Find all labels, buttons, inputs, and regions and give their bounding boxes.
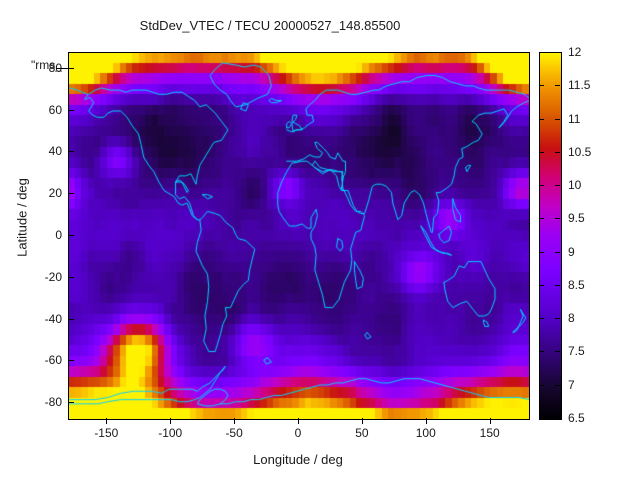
x-axis-tick-label: 50 (355, 426, 369, 440)
plot-key-rule (56, 68, 68, 69)
y-axis-tick-label: -20 (44, 269, 62, 284)
y-axis-tick-label: -80 (44, 395, 62, 410)
y-axis-tick-label: 20 (48, 186, 62, 201)
colorbar-tick-label: 6.5 (568, 411, 585, 425)
page-title: StdDev_VTEC / TECU 20000527_148.85500 (139, 18, 401, 33)
y-axis-tick-mark (68, 276, 74, 278)
y-axis-tick-mark (68, 109, 74, 111)
colorbar-tick-label: 7 (568, 377, 575, 392)
x-axis-title: Longitude / deg (253, 452, 343, 467)
y-axis-tick-label: 40 (48, 144, 62, 159)
plot-key-label: "rms_ (31, 58, 62, 72)
colorbar (539, 52, 562, 420)
y-axis-title: Latitude / deg (14, 178, 30, 257)
y-axis-tick-label: -40 (44, 311, 62, 326)
y-axis-tick-mark (68, 67, 74, 69)
x-axis-tick-mark (361, 418, 363, 424)
x-axis-tick-label: -100 (158, 426, 183, 440)
y-axis-tick-label: -60 (44, 353, 62, 368)
x-axis-tick-mark (489, 418, 491, 424)
x-axis-tick-label: -150 (94, 426, 119, 440)
colorbar-tick-label: 11.5 (568, 78, 591, 93)
y-axis-tick-label: 80 (48, 60, 62, 75)
colorbar-tick-label: 7.5 (568, 344, 585, 359)
y-axis-tick-labels: 80 60 40 20 0 -20 -40 -60 -80 (22, 52, 62, 418)
x-axis-tick-label: 100 (415, 426, 436, 440)
x-axis-tick-labels: -150 -100 -50 0 50 100 150 (68, 426, 528, 444)
y-axis-tick-mark (68, 151, 74, 153)
y-axis-tick-mark (68, 402, 74, 404)
colorbar-tick-label: 11 (568, 111, 581, 126)
colorbar-tick-label: 10 (568, 178, 582, 193)
x-axis-tick-mark (234, 418, 236, 424)
y-axis-tick-mark (68, 235, 74, 236)
heatmap-plot-area (68, 52, 530, 420)
x-axis-tick-mark (106, 418, 108, 424)
colorbar-tick-label: 10.5 (568, 144, 592, 159)
x-axis-tick-label: -50 (225, 426, 243, 440)
colorbar-tick-label: 12 (568, 45, 582, 59)
vtec-heatmap-canvas (69, 53, 529, 419)
colorbar-tick-label: 9 (568, 244, 575, 259)
colorbar-tick-labels: 6.5 7 7.5 8 8.5 9 9.5 10 10.5 11 11.5 12 (562, 45, 632, 425)
y-axis-tick-mark (68, 360, 74, 362)
y-axis-tick-label: 60 (48, 102, 62, 117)
y-axis-tick-label: 0 (55, 228, 62, 242)
x-axis-tick-mark (170, 418, 172, 424)
x-axis-tick-label: 150 (479, 426, 500, 440)
colorbar-tick-label: 8.5 (568, 277, 585, 292)
y-axis-tick-mark (68, 318, 74, 320)
x-axis-tick-mark (425, 418, 427, 424)
colorbar-tick-label: 9.5 (568, 211, 585, 226)
y-axis-tick-mark (68, 193, 74, 195)
x-axis-tick-mark (298, 418, 299, 424)
colorbar-gradient-canvas (540, 53, 561, 419)
colorbar-tick-label: 8 (568, 311, 575, 326)
x-axis-tick-label: 0 (294, 426, 302, 440)
